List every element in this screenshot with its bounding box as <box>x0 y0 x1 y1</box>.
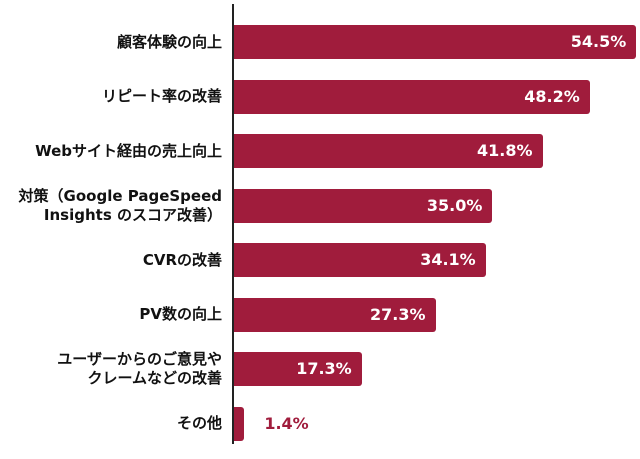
bar-row: ユーザーからのご意見や クレームなどの改善 17.3% <box>0 350 640 387</box>
value-label: 34.1% <box>420 250 476 269</box>
bar <box>234 352 362 386</box>
category-label: PV数の向上 <box>139 305 222 323</box>
category-label: 対策（Google PageSpeed Insights のスコア改善） <box>18 186 222 224</box>
bar <box>234 188 493 223</box>
bar <box>234 243 486 277</box>
bar-row: Webサイト経由の売上向上 41.8% <box>0 134 640 168</box>
category-label: 顧客体験の向上 <box>116 32 222 51</box>
value-label: 41.8% <box>477 141 533 160</box>
bar <box>234 134 543 168</box>
value-label: 35.0% <box>426 195 483 215</box>
bar <box>234 297 436 332</box>
category-axis-line <box>232 4 234 444</box>
value-label: 1.4% <box>264 413 309 433</box>
category-label: CVRの改善 <box>142 250 222 269</box>
bar-row: その他 1.4% <box>0 406 640 441</box>
value-label: 17.3% <box>296 359 352 378</box>
bar <box>234 25 637 59</box>
bar-row: 顧客体験の向上 54.5% <box>0 25 640 59</box>
bar-row: PV数の向上 27.3% <box>0 297 640 332</box>
category-label: リピート率の改善 <box>101 87 222 105</box>
category-label: その他 <box>176 414 222 432</box>
bar-row: リピート率の改善 48.2% <box>0 79 640 114</box>
category-label: Webサイト経由の売上向上 <box>35 141 222 160</box>
category-label: ユーザーからのご意見や クレームなどの改善 <box>57 350 222 387</box>
bar <box>234 79 590 114</box>
value-label: 54.5% <box>570 32 627 51</box>
bar <box>234 406 245 441</box>
value-label: 27.3% <box>370 304 426 324</box>
bar-row: CVRの改善 34.1% <box>0 243 640 277</box>
value-label: 48.2% <box>524 86 580 106</box>
bar-row: 対策（Google PageSpeed Insights のスコア改善） 35.0… <box>0 186 640 224</box>
